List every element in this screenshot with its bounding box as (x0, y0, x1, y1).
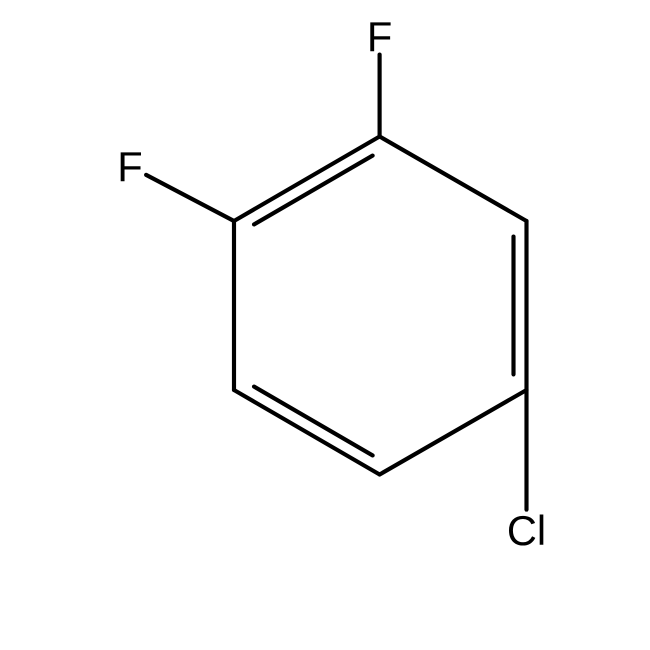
diagram-background (0, 0, 650, 650)
molecule-diagram: F F Cl (0, 0, 650, 650)
atom-label-cl: Cl (507, 507, 546, 554)
atom-label-f: F (367, 13, 392, 60)
atom-label-f: F (117, 143, 142, 190)
